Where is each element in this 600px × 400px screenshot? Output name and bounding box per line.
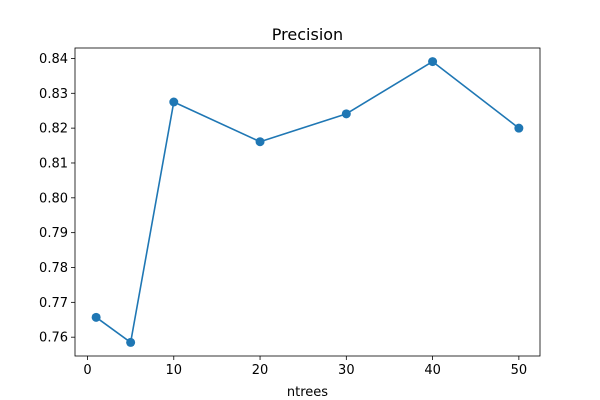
data-point — [91, 312, 101, 322]
data-point — [341, 109, 351, 119]
data-point — [126, 337, 136, 347]
x-tick-label: 20 — [252, 363, 269, 378]
x-tick-label: 50 — [511, 363, 528, 378]
chart-title: Precision — [272, 25, 343, 44]
y-tick-label: 0.76 — [39, 331, 68, 346]
y-tick-label: 0.82 — [39, 122, 68, 137]
data-point — [255, 137, 265, 147]
data-point — [169, 97, 179, 107]
data-point — [428, 57, 438, 67]
y-tick-label: 0.77 — [39, 296, 68, 311]
plot-area: 0 10 20 30 40 50 0.76 0.77 0.78 0.79 0.80 0.81 0.82 0… — [39, 47, 541, 378]
y-tick-label: 0.81 — [39, 156, 68, 171]
x-axis-label: ntrees — [287, 385, 328, 400]
x-tick-label: 0 — [83, 363, 91, 378]
y-tick-label: 0.79 — [39, 226, 68, 241]
y-tick-label: 0.80 — [39, 191, 68, 206]
x-tick-label: 30 — [338, 363, 355, 378]
y-tick-label: 0.84 — [39, 52, 68, 67]
axes-frame — [74, 47, 541, 357]
y-tick-label: 0.78 — [39, 261, 68, 276]
x-tick-label: 10 — [166, 363, 183, 378]
x-tick-label: 40 — [424, 363, 441, 378]
y-tick-label: 0.83 — [39, 87, 68, 102]
data-point — [514, 123, 524, 133]
